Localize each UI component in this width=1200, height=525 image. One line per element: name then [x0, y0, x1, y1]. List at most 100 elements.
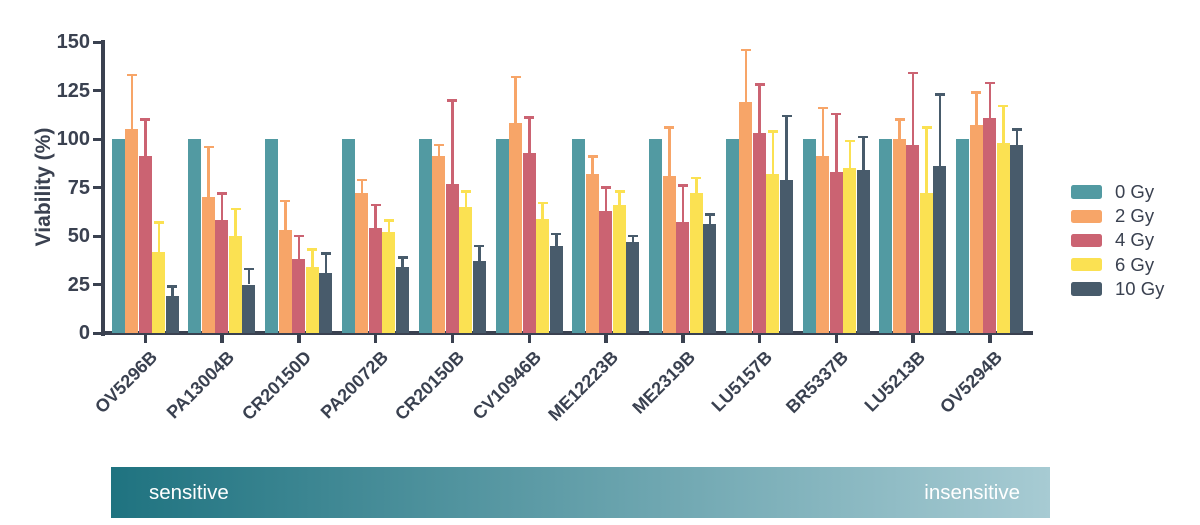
legend-item-10-gy: 10 Gy [1071, 277, 1164, 301]
legend-swatch-6-gy [1071, 257, 1102, 272]
bar-cr20150d-10-gy [319, 272, 333, 333]
error-cap-pa20072b-10-gy [397, 256, 408, 259]
error-cap-lu5157b-6-gy [768, 130, 779, 133]
legend-swatch-2-gy [1071, 209, 1102, 224]
error-cap-pa20072b-4-gy [370, 203, 381, 207]
bar-cr20150d-2-gy [278, 230, 292, 333]
bar-pa13004b-4-gy [215, 220, 229, 333]
bar-lu5213b-2-gy [892, 139, 906, 333]
error-bar-ov5296b-2-gy [130, 74, 134, 130]
error-bar-cr20150b-10-gy [478, 245, 481, 262]
error-bar-br5337b-2-gy [821, 107, 825, 157]
x-tick-me2319b [681, 335, 685, 343]
bar-br5337b-6-gy [843, 168, 857, 333]
error-bar-ov5296b-6-gy [157, 222, 161, 252]
error-cap-lu5157b-2-gy [741, 48, 752, 52]
error-bar-me2319b-10-gy [708, 214, 712, 225]
error-cap-me12223b-2-gy [587, 155, 598, 158]
bar-cr20150b-6-gy [459, 206, 473, 333]
error-bar-lu5213b-6-gy [925, 127, 928, 194]
bar-me2319b-2-gy [662, 175, 676, 333]
error-cap-pa20072b-6-gy [384, 219, 395, 222]
y-axis-line [101, 40, 105, 336]
bar-pa13004b-10-gy [242, 284, 256, 333]
error-cap-ov5296b-10-gy [167, 285, 178, 288]
x-tick-lu5157b [757, 335, 762, 343]
x-tick-ov5296b [143, 335, 148, 343]
x-tick-pa13004b [220, 335, 224, 343]
bar-cv10946b-10-gy [549, 245, 563, 333]
error-cap-br5337b-6-gy [844, 139, 855, 143]
bar-ov5294b-6-gy [996, 142, 1010, 333]
bar-ov5294b-4-gy [983, 117, 997, 333]
bar-lu5213b-10-gy [933, 166, 947, 333]
bar-ov5294b-2-gy [969, 125, 983, 333]
error-bar-me12223b-4-gy [604, 187, 608, 211]
error-cap-lu5213b-6-gy [921, 126, 932, 129]
bar-pa20072b-6-gy [382, 232, 396, 333]
error-cap-me12223b-4-gy [601, 186, 612, 189]
bar-cv10946b-2-gy [509, 123, 522, 333]
error-cap-cr20150d-6-gy [307, 248, 318, 251]
error-cap-lu5157b-10-gy [781, 114, 792, 118]
y-tick-25 [93, 283, 101, 286]
plot-area: 0 25 50 75 100 125 150 OV5296B PA13004B CR20150D P… [56, 31, 1033, 425]
bar-cv10946b-0-gy [495, 139, 509, 333]
bar-me12223b-6-gy [612, 204, 626, 333]
sensitivity-gradient-bar: sensitive insensitive [111, 467, 1050, 518]
bar-pa20072b-4-gy [368, 228, 382, 333]
legend-label-0-gy: 0 Gy [1115, 181, 1155, 203]
error-bar-cv10946b-4-gy [527, 117, 531, 153]
error-cap-cr20150b-6-gy [460, 190, 471, 193]
x-tick-cv10946b [527, 335, 531, 343]
x-tick-ov5294b [988, 335, 992, 343]
gradient-label-sensitive: sensitive [149, 480, 229, 504]
legend: 0 Gy 2 Gy 4 Gy 6 Gy 10 Gy [1071, 180, 1164, 301]
bar-ov5294b-10-gy [1010, 144, 1024, 333]
error-bar-pa13004b-2-gy [207, 146, 210, 198]
x-axis-line [101, 331, 1033, 335]
error-bar-lu5157b-6-gy [771, 131, 775, 174]
error-bar-me12223b-10-gy [631, 236, 635, 242]
bar-lu5157b-6-gy [766, 173, 780, 333]
error-bar-cv10946b-6-gy [541, 203, 545, 219]
bar-cr20150b-10-gy [472, 261, 486, 333]
bar-pa13004b-6-gy [228, 236, 242, 333]
y-tick-50 [93, 234, 101, 238]
error-cap-lu5213b-2-gy [894, 118, 905, 121]
bar-me2319b-10-gy [703, 224, 717, 333]
error-bar-me2319b-4-gy [681, 185, 685, 223]
error-bar-br5337b-10-gy [862, 137, 865, 171]
bar-cv10946b-6-gy [536, 218, 549, 333]
error-bar-lu5157b-2-gy [744, 49, 748, 103]
legend-item-6-gy: 6 Gy [1071, 253, 1164, 277]
bar-lu5213b-4-gy [906, 144, 920, 333]
error-bar-cr20150d-2-gy [284, 201, 287, 231]
y-tick-125 [93, 89, 101, 92]
bar-br5337b-10-gy [856, 170, 870, 333]
x-tick-pa20072b [373, 335, 378, 343]
error-bar-cr20150b-4-gy [451, 100, 454, 184]
bar-ov5296b-0-gy [111, 139, 125, 333]
bar-me12223b-0-gy [572, 139, 586, 333]
bar-br5337b-2-gy [816, 156, 830, 333]
y-tick-label-50: 50 [67, 225, 90, 247]
error-bar-cr20150b-2-gy [437, 144, 441, 157]
error-bar-pa13004b-10-gy [247, 268, 251, 285]
bar-cr20150d-4-gy [292, 259, 306, 333]
legend-swatch-10-gy [1071, 282, 1102, 296]
x-tick-me12223b [604, 335, 608, 343]
bar-me12223b-2-gy [585, 173, 599, 333]
error-bar-ov5296b-4-gy [144, 119, 147, 157]
bar-cr20150b-4-gy [445, 183, 459, 333]
legend-label-10-gy: 10 Gy [1115, 277, 1165, 299]
error-bar-pa13004b-6-gy [234, 208, 237, 236]
error-cap-me2319b-10-gy [704, 213, 715, 217]
error-cap-pa13004b-4-gy [217, 192, 228, 195]
error-cap-ov5294b-2-gy [971, 91, 982, 94]
error-bar-lu5213b-4-gy [911, 73, 915, 145]
error-bar-pa20072b-10-gy [401, 257, 404, 268]
y-tick-label-125: 125 [56, 79, 90, 102]
bar-lu5157b-2-gy [739, 102, 753, 333]
error-cap-ov5294b-10-gy [1011, 128, 1022, 131]
